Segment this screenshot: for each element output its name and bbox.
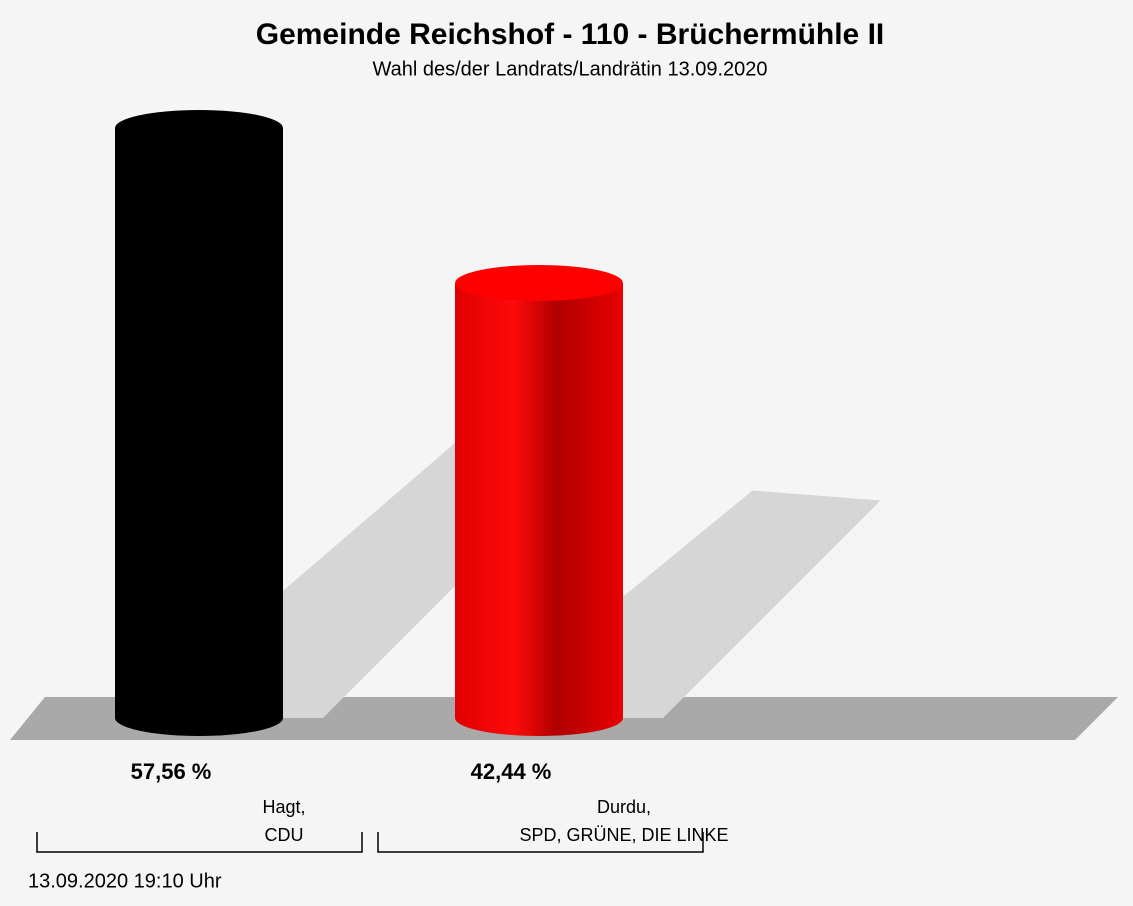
value-label: 57,56 %	[131, 759, 212, 784]
bar	[455, 282, 623, 736]
category-bracket	[36, 832, 363, 853]
value-label: 42,44 %	[471, 759, 552, 784]
bar	[115, 128, 283, 736]
bar-top	[115, 110, 283, 147]
bar-top	[455, 264, 623, 301]
category-bracket	[377, 832, 704, 853]
category-label: Hagt,	[262, 797, 305, 817]
chart-subtitle: Wahl des/der Landrats/Landrätin 13.09.20…	[372, 58, 767, 80]
category-label: SPD, GRÜNE, DIE LINKE	[519, 825, 728, 845]
category-label: CDU	[265, 825, 304, 845]
footer: 13.09.2020 19:10 Uhr	[28, 870, 222, 892]
chart-title: Gemeinde Reichshof - 110 - Brüchermühle …	[256, 18, 885, 51]
category-label: Durdu,	[597, 797, 651, 817]
bars	[115, 110, 623, 736]
